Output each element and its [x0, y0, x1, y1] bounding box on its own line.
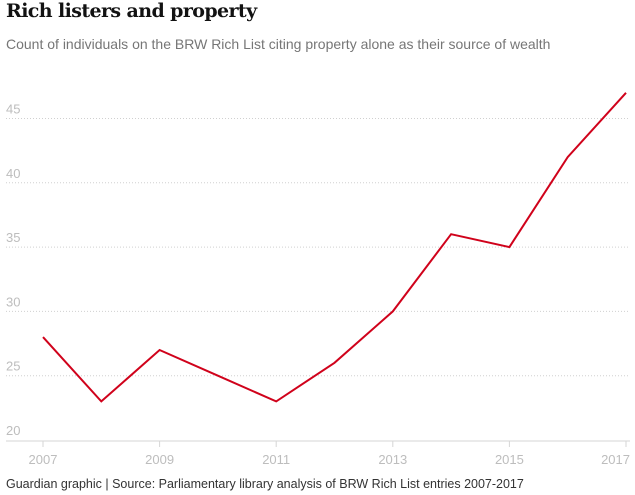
x-tick-label: 2013: [378, 452, 407, 467]
x-tick-label: 2011: [262, 452, 290, 467]
chart-subtitle: Count of individuals on the BRW Rich Lis…: [6, 36, 551, 52]
y-tick-label: 40: [6, 166, 20, 181]
x-tick-label: 2015: [495, 452, 524, 467]
y-tick-label: 25: [6, 359, 20, 374]
y-tick-label: 35: [6, 230, 20, 245]
series-line: [42, 92, 627, 403]
x-tick-label: 2017: [601, 452, 630, 467]
chart-source: Guardian graphic | Source: Parliamentary…: [6, 477, 524, 491]
chart-title: Rich listers and property: [6, 0, 257, 22]
y-tick-label: 45: [6, 102, 20, 117]
x-tick-label: 2009: [145, 452, 174, 467]
y-tick-label: 20: [6, 423, 20, 438]
line-chart: 20 25 30 35 40 45 2007 2009 2011 2013 2015 2017: [6, 92, 630, 467]
y-tick-label: 30: [6, 294, 20, 309]
x-tick-label: 2007: [29, 452, 58, 467]
